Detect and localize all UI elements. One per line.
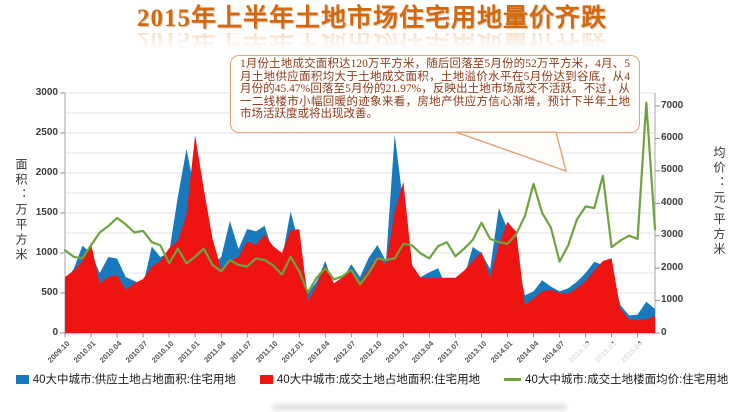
- right-axis-tick-label: 3000: [661, 229, 684, 241]
- chart-legend: 40大中城市:供应土地占地面积:住宅用地 40大中城市:成交土地占地面积:住宅用…: [0, 371, 744, 387]
- right-axis-tick-label: 1000: [661, 294, 684, 306]
- left-axis-tick-label: 500: [41, 286, 58, 298]
- left-axis-title: 面积：万平方米: [14, 158, 28, 263]
- left-axis-tick-label: 0: [52, 326, 58, 338]
- price-line-swatch-icon: [504, 377, 522, 381]
- legend-reflection-smudge: [272, 404, 567, 410]
- page-title-reflection: 2015年上半年土地市场住宅用地量价齐跌: [136, 32, 607, 53]
- legend-item-price: 40大中城市:成交土地楼面均价:住宅用地: [504, 371, 728, 387]
- right-axis-tick-label: 0: [661, 326, 667, 338]
- right-axis-title: 均价：元/平方米: [712, 146, 726, 258]
- watermark-blur-patch: [566, 343, 663, 370]
- legend-label-transaction: 40大中城市:成交土地占地面积:住宅用地: [276, 374, 481, 386]
- transaction-area-swatch-icon: [259, 374, 273, 384]
- right-axis-tick-label: 2000: [661, 261, 684, 273]
- supply-area-swatch-icon: [15, 374, 29, 384]
- legend-item-supply: 40大中城市:供应土地占地面积:住宅用地: [15, 371, 236, 387]
- legend-label-price: 40大中城市:成交土地楼面均价:住宅用地: [525, 374, 729, 386]
- right-axis-tick-label: 7000: [661, 99, 684, 111]
- title-block: 2015年上半年土地市场住宅用地量价齐跌 2015年上半年土地市场住宅用地量价齐…: [0, 5, 744, 53]
- legend-label-supply: 40大中城市:供应土地占地面积:住宅用地: [32, 374, 236, 386]
- left-axis-tick-label: 3000: [35, 86, 58, 98]
- annotation-callout: 1月份土地成交面积达120万平方米，随后回落至5月份的52万平方米，4月、5月土…: [230, 55, 640, 133]
- page-title: 2015年上半年土地市场住宅用地量价齐跌: [136, 5, 607, 32]
- right-axis-tick-label: 6000: [661, 131, 684, 143]
- right-axis-tick-label: 4000: [661, 196, 684, 208]
- right-axis-tick-label: 5000: [661, 164, 684, 176]
- legend-item-transaction: 40大中城市:成交土地占地面积:住宅用地: [259, 371, 481, 387]
- left-axis-tick-label: 2500: [35, 126, 58, 138]
